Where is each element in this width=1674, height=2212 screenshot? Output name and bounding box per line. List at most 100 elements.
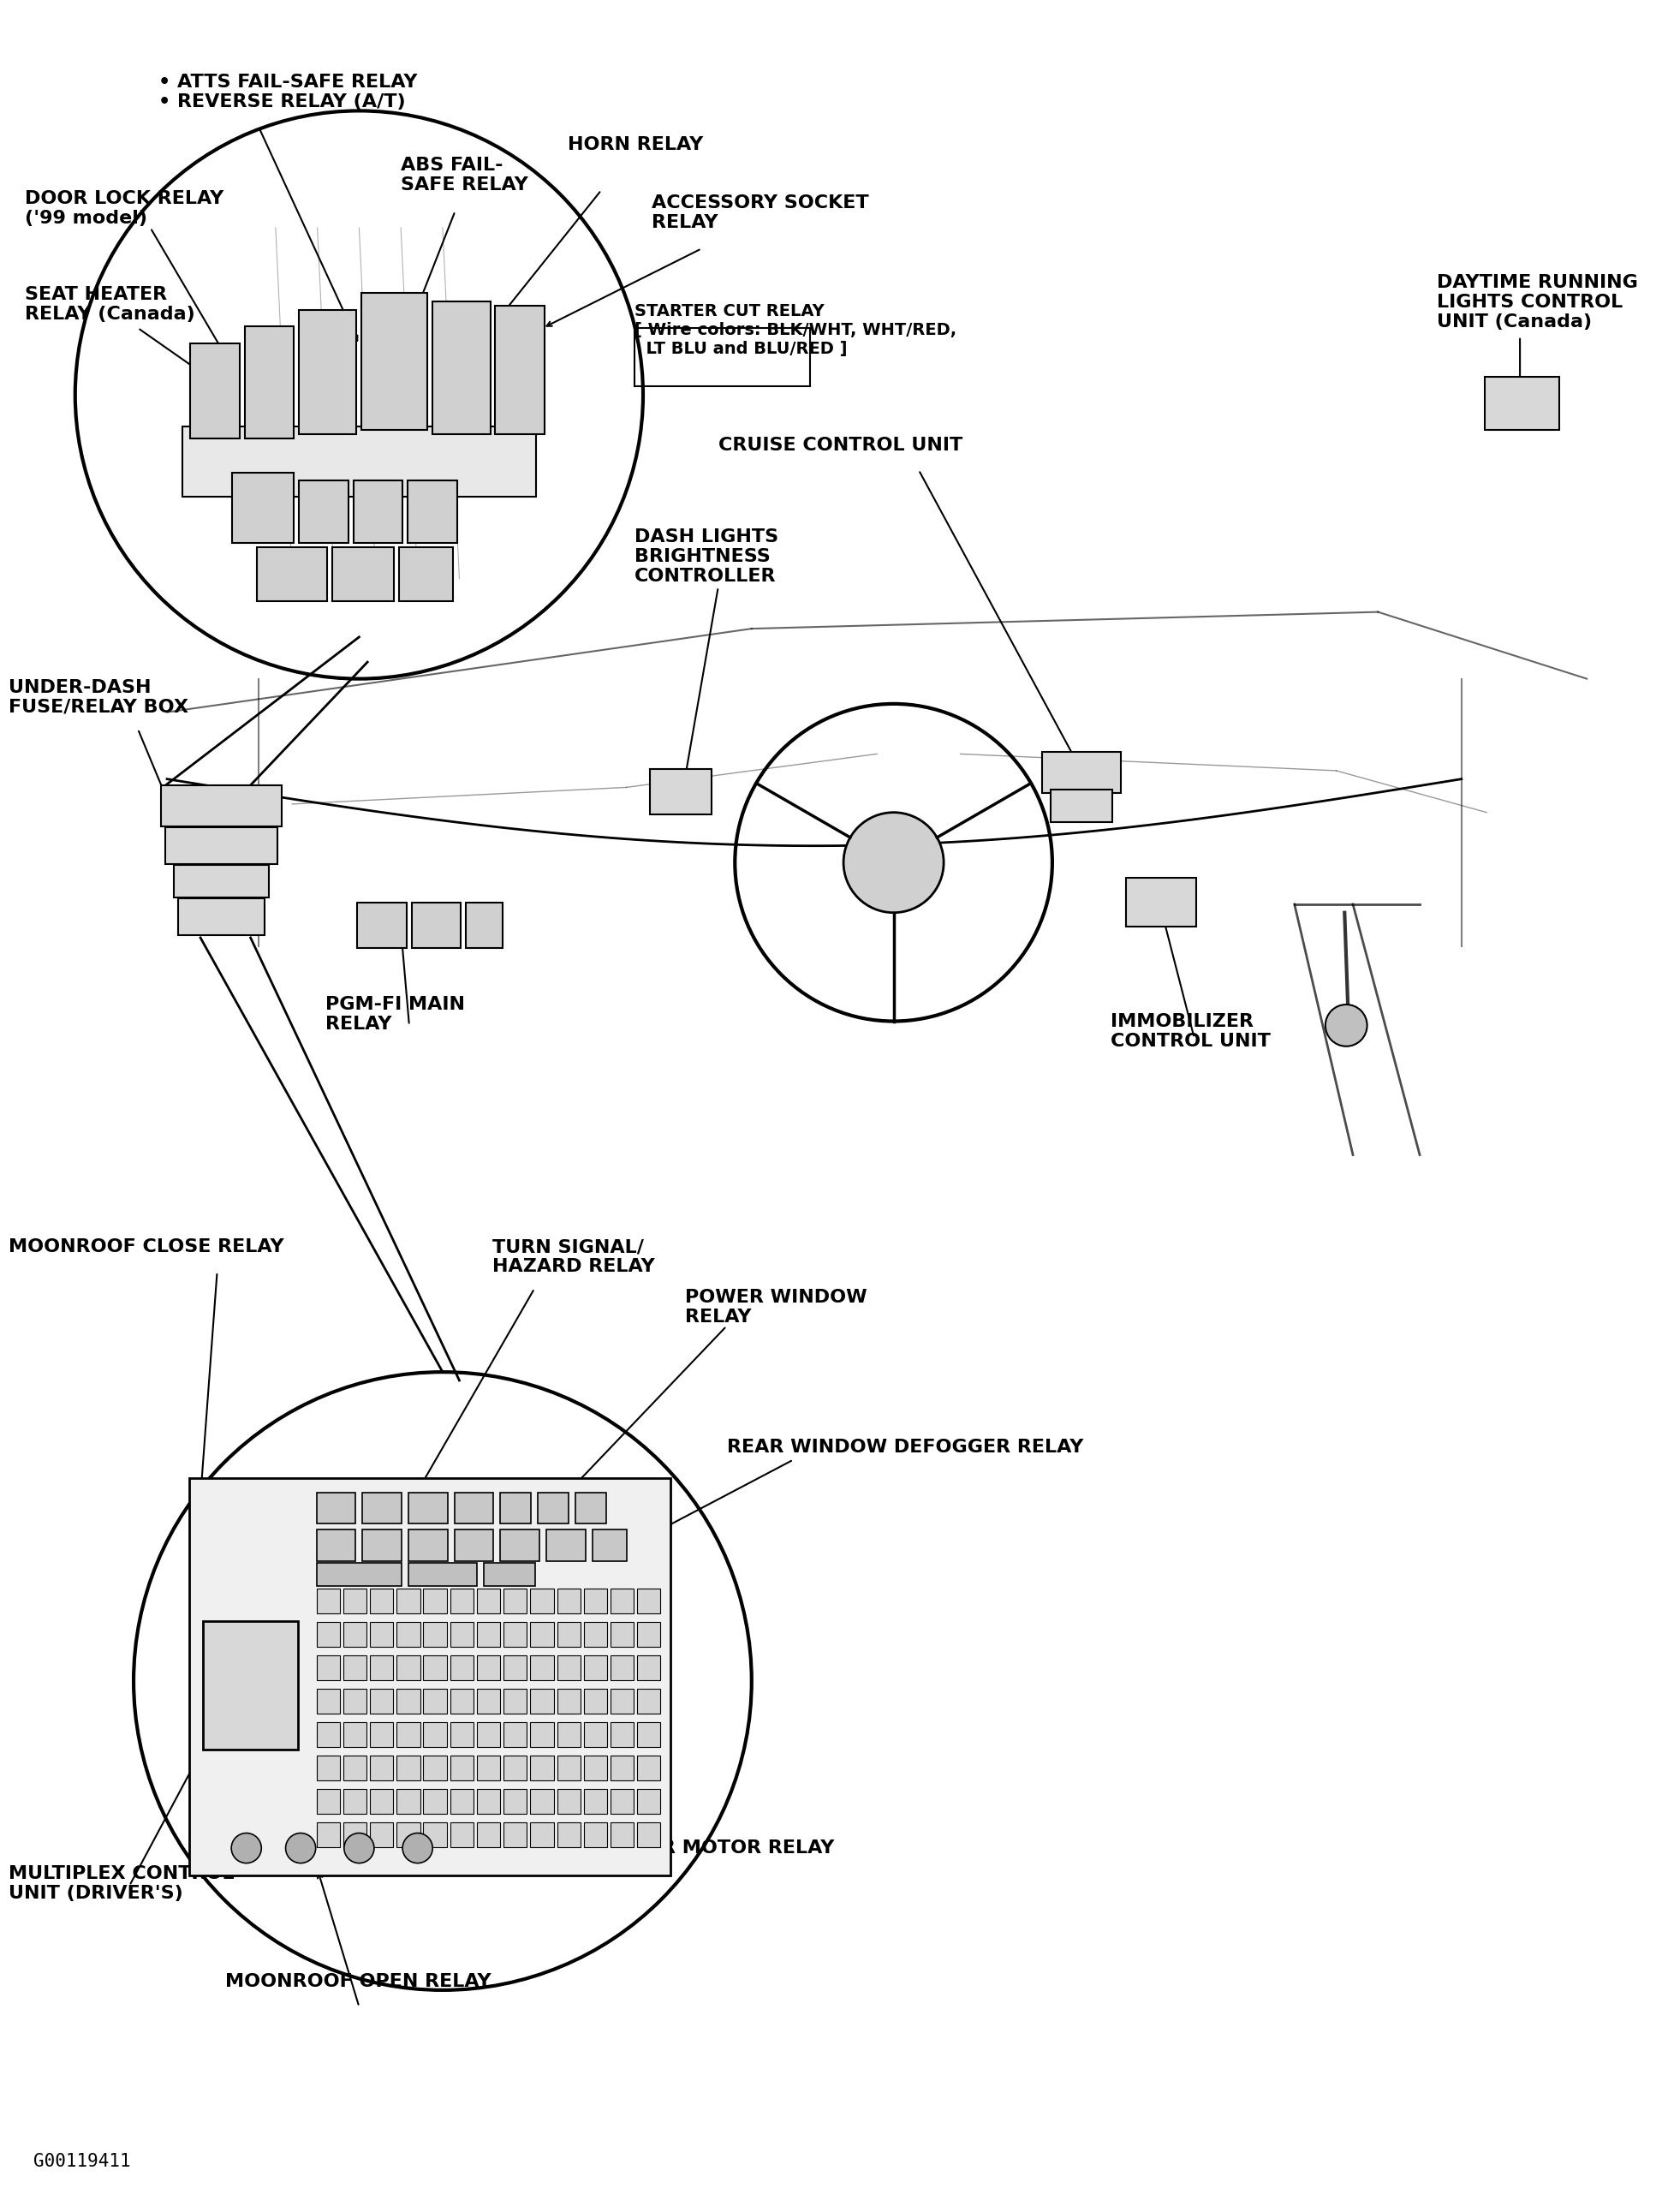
FancyBboxPatch shape [504, 1655, 527, 1681]
FancyBboxPatch shape [300, 480, 348, 542]
Circle shape [1324, 1004, 1366, 1046]
Circle shape [286, 1834, 315, 1863]
FancyBboxPatch shape [504, 1688, 527, 1714]
FancyBboxPatch shape [450, 1790, 474, 1814]
FancyBboxPatch shape [408, 1564, 477, 1586]
FancyBboxPatch shape [316, 1493, 355, 1524]
FancyBboxPatch shape [504, 1621, 527, 1646]
FancyBboxPatch shape [531, 1823, 554, 1847]
FancyBboxPatch shape [636, 1721, 660, 1747]
Text: PGM-FI MAIN
RELAY: PGM-FI MAIN RELAY [325, 995, 465, 1033]
FancyBboxPatch shape [316, 1756, 340, 1781]
FancyBboxPatch shape [397, 1688, 420, 1714]
FancyBboxPatch shape [203, 1621, 298, 1750]
Circle shape [343, 1834, 373, 1863]
FancyBboxPatch shape [501, 1531, 539, 1562]
FancyBboxPatch shape [504, 1721, 527, 1747]
FancyBboxPatch shape [408, 1531, 447, 1562]
FancyBboxPatch shape [450, 1621, 474, 1646]
FancyBboxPatch shape [316, 1531, 355, 1562]
FancyBboxPatch shape [584, 1655, 608, 1681]
FancyBboxPatch shape [424, 1721, 447, 1747]
FancyBboxPatch shape [531, 1721, 554, 1747]
FancyBboxPatch shape [343, 1823, 367, 1847]
Text: DOOR LOCK RELAY
('99 model): DOOR LOCK RELAY ('99 model) [25, 190, 224, 228]
Text: CRUISE CONTROL UNIT: CRUISE CONTROL UNIT [718, 436, 963, 453]
FancyBboxPatch shape [477, 1823, 501, 1847]
FancyBboxPatch shape [504, 1756, 527, 1781]
Text: MOONROOF OPEN RELAY: MOONROOF OPEN RELAY [226, 1973, 490, 1991]
FancyBboxPatch shape [161, 785, 281, 827]
FancyBboxPatch shape [557, 1688, 581, 1714]
FancyBboxPatch shape [424, 1790, 447, 1814]
FancyBboxPatch shape [343, 1588, 367, 1613]
FancyBboxPatch shape [362, 292, 427, 429]
FancyBboxPatch shape [182, 427, 536, 498]
FancyBboxPatch shape [584, 1621, 608, 1646]
FancyBboxPatch shape [316, 1588, 340, 1613]
FancyBboxPatch shape [611, 1688, 633, 1714]
FancyBboxPatch shape [343, 1655, 367, 1681]
FancyBboxPatch shape [1485, 376, 1558, 429]
FancyBboxPatch shape [370, 1790, 393, 1814]
FancyBboxPatch shape [343, 1790, 367, 1814]
Text: ACCESSORY SOCKET
RELAY: ACCESSORY SOCKET RELAY [651, 195, 869, 232]
FancyBboxPatch shape [370, 1621, 393, 1646]
FancyBboxPatch shape [343, 1621, 367, 1646]
FancyBboxPatch shape [477, 1621, 501, 1646]
FancyBboxPatch shape [397, 1721, 420, 1747]
FancyBboxPatch shape [397, 1588, 420, 1613]
Text: POWER WINDOW
RELAY: POWER WINDOW RELAY [685, 1290, 867, 1325]
FancyBboxPatch shape [397, 1823, 420, 1847]
FancyBboxPatch shape [484, 1564, 536, 1586]
FancyBboxPatch shape [477, 1688, 501, 1714]
FancyBboxPatch shape [397, 1655, 420, 1681]
FancyBboxPatch shape [531, 1790, 554, 1814]
FancyBboxPatch shape [174, 865, 270, 898]
FancyBboxPatch shape [316, 1721, 340, 1747]
Text: MULTIPLEX CONTROL
UNIT (DRIVER'S): MULTIPLEX CONTROL UNIT (DRIVER'S) [8, 1865, 234, 1902]
Text: TURN SIGNAL/
HAZARD RELAY: TURN SIGNAL/ HAZARD RELAY [492, 1239, 655, 1276]
FancyBboxPatch shape [424, 1823, 447, 1847]
FancyBboxPatch shape [370, 1588, 393, 1613]
FancyBboxPatch shape [450, 1823, 474, 1847]
FancyBboxPatch shape [557, 1790, 581, 1814]
FancyBboxPatch shape [496, 305, 544, 434]
FancyBboxPatch shape [531, 1756, 554, 1781]
FancyBboxPatch shape [557, 1756, 581, 1781]
FancyBboxPatch shape [584, 1790, 608, 1814]
FancyBboxPatch shape [650, 770, 711, 814]
FancyBboxPatch shape [424, 1756, 447, 1781]
Text: ABS FAIL-
SAFE RELAY: ABS FAIL- SAFE RELAY [400, 157, 527, 195]
FancyBboxPatch shape [397, 1621, 420, 1646]
FancyBboxPatch shape [316, 1790, 340, 1814]
FancyBboxPatch shape [370, 1721, 393, 1747]
FancyBboxPatch shape [477, 1721, 501, 1747]
FancyBboxPatch shape [557, 1823, 581, 1847]
FancyBboxPatch shape [454, 1493, 494, 1524]
Text: DASH LIGHTS
BRIGHTNESS
CONTROLLER: DASH LIGHTS BRIGHTNESS CONTROLLER [634, 529, 778, 586]
FancyBboxPatch shape [593, 1531, 626, 1562]
FancyBboxPatch shape [450, 1756, 474, 1781]
FancyBboxPatch shape [424, 1621, 447, 1646]
FancyBboxPatch shape [370, 1756, 393, 1781]
Text: DAYTIME RUNNING
LIGHTS CONTROL
UNIT (Canada): DAYTIME RUNNING LIGHTS CONTROL UNIT (Can… [1436, 274, 1637, 330]
FancyBboxPatch shape [233, 473, 295, 542]
FancyBboxPatch shape [450, 1588, 474, 1613]
Text: G00119411: G00119411 [33, 2152, 131, 2170]
FancyBboxPatch shape [557, 1621, 581, 1646]
FancyBboxPatch shape [408, 1493, 447, 1524]
FancyBboxPatch shape [557, 1721, 581, 1747]
FancyBboxPatch shape [531, 1621, 554, 1646]
Text: REAR WINDOW DEFOGGER RELAY: REAR WINDOW DEFOGGER RELAY [727, 1438, 1083, 1455]
FancyBboxPatch shape [584, 1588, 608, 1613]
Text: HORN RELAY: HORN RELAY [567, 135, 703, 153]
FancyBboxPatch shape [531, 1688, 554, 1714]
FancyBboxPatch shape [454, 1531, 494, 1562]
FancyBboxPatch shape [357, 902, 407, 947]
Text: BLOWER MOTOR RELAY: BLOWER MOTOR RELAY [584, 1840, 834, 1856]
FancyBboxPatch shape [636, 1621, 660, 1646]
FancyBboxPatch shape [477, 1756, 501, 1781]
FancyBboxPatch shape [477, 1588, 501, 1613]
FancyBboxPatch shape [611, 1756, 633, 1781]
